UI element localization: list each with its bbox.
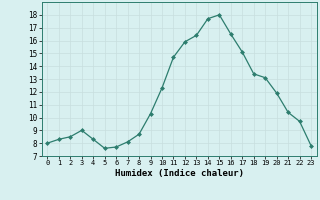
X-axis label: Humidex (Indice chaleur): Humidex (Indice chaleur) — [115, 169, 244, 178]
